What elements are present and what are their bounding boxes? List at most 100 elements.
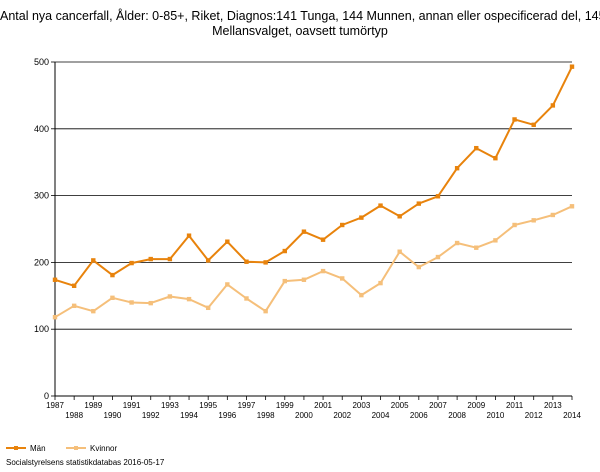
x-tick-label: 2005 (391, 401, 409, 410)
data-point (110, 272, 115, 278)
data-point (91, 308, 96, 314)
x-tick-label: 2000 (295, 411, 313, 420)
data-point (550, 103, 556, 108)
data-point (244, 296, 249, 301)
data-point (129, 260, 134, 266)
data-point (320, 237, 326, 242)
y-tick-label: 500 (34, 57, 49, 67)
x-tick-label: 2007 (429, 401, 447, 410)
y-tick-label: 100 (34, 324, 49, 334)
data-point (340, 222, 345, 228)
y-tick-label: 300 (34, 191, 49, 201)
data-point (167, 294, 173, 299)
data-point (205, 305, 211, 311)
data-point (244, 259, 249, 264)
chart-title: Antal nya cancerfall, Ålder: 0-85+, Rike… (0, 9, 600, 39)
data-point (397, 214, 402, 219)
series-kvinnor (52, 204, 575, 320)
y-tick-label: 400 (34, 124, 49, 134)
data-point (52, 314, 58, 320)
y-axis: 0 100 200 300 400 500 (34, 57, 56, 401)
x-tick-label: 1998 (257, 411, 275, 420)
legend: Män Kvinnor (6, 444, 117, 453)
data-point (454, 240, 460, 246)
x-tick-label: 1996 (218, 411, 236, 420)
data-point (397, 249, 402, 254)
data-point (454, 166, 460, 171)
x-tick-label: 1997 (238, 401, 256, 410)
legend-marker (14, 446, 18, 450)
data-point (301, 277, 307, 282)
x-tick-label: 2002 (333, 411, 351, 420)
data-point (359, 215, 364, 220)
series-group (52, 64, 575, 320)
x-tick-label: 2004 (372, 411, 390, 420)
x-tick-label: 2013 (544, 401, 562, 410)
data-point (512, 117, 517, 122)
series-line (54, 205, 573, 319)
data-point (71, 283, 77, 288)
data-point (282, 278, 287, 284)
x-tick-label: 2010 (487, 411, 505, 420)
data-point (531, 122, 536, 127)
data-point (474, 245, 479, 250)
x-tick-label: 1993 (161, 401, 179, 410)
x-tick-label: 2003 (352, 401, 370, 410)
x-tick-label: 1988 (65, 411, 83, 420)
legend-marker (74, 446, 78, 450)
data-point (435, 194, 441, 199)
data-point (512, 222, 517, 228)
data-point (263, 260, 268, 265)
data-point (91, 258, 96, 263)
x-tick-label: 2006 (410, 411, 428, 420)
x-tick-label: 2011 (506, 401, 524, 410)
data-point (205, 258, 211, 263)
data-point (301, 229, 307, 234)
x-tick-label: 1999 (276, 401, 294, 410)
data-point (378, 280, 383, 286)
data-point (52, 277, 58, 282)
data-point (416, 264, 422, 270)
legend-label: Kvinnor (90, 444, 117, 453)
x-tick-label: 2012 (525, 411, 543, 420)
data-point (71, 303, 77, 309)
data-point (225, 239, 230, 244)
x-tick-label: 1995 (199, 401, 217, 410)
data-point (569, 64, 575, 69)
chart-title-line-1: Antal nya cancerfall, Ålder: 0-85+, Rike… (0, 9, 600, 23)
data-point (569, 204, 575, 209)
data-point (186, 296, 192, 302)
x-tick-label: 1994 (180, 411, 198, 420)
data-point (148, 256, 153, 262)
x-tick-label: 2009 (467, 401, 485, 410)
x-tick-label: 2014 (563, 411, 581, 420)
grid-lines (55, 61, 572, 330)
x-tick-label: 1992 (142, 411, 160, 420)
x-tick-label: 1989 (84, 401, 102, 410)
data-point (416, 201, 422, 206)
x-tick-label: 1987 (46, 401, 64, 410)
legend-label: Män (30, 444, 46, 453)
data-point (493, 238, 498, 243)
data-point (282, 248, 287, 254)
x-tick-label: 2008 (448, 411, 466, 420)
data-point (531, 218, 536, 223)
y-tick-label: 0 (44, 391, 49, 401)
data-point (225, 282, 230, 287)
chart-title-line-2: Mellansvalget, oavsett tumörtyp (212, 24, 388, 38)
data-point (435, 254, 441, 260)
data-point (359, 292, 364, 298)
x-tick-label: 1990 (104, 411, 122, 420)
data-point (186, 233, 192, 238)
data-point (550, 212, 556, 218)
data-point (167, 256, 173, 262)
x-axis: 1987198819891990199119921993199419951996… (46, 395, 581, 420)
data-point (320, 268, 326, 274)
data-point (263, 308, 268, 314)
data-point (148, 300, 153, 306)
x-tick-label: 1991 (123, 401, 141, 410)
source-note: Socialstyrelsens statistikdatabas 2016-0… (6, 458, 165, 467)
data-point (340, 276, 345, 281)
data-point (378, 203, 383, 208)
